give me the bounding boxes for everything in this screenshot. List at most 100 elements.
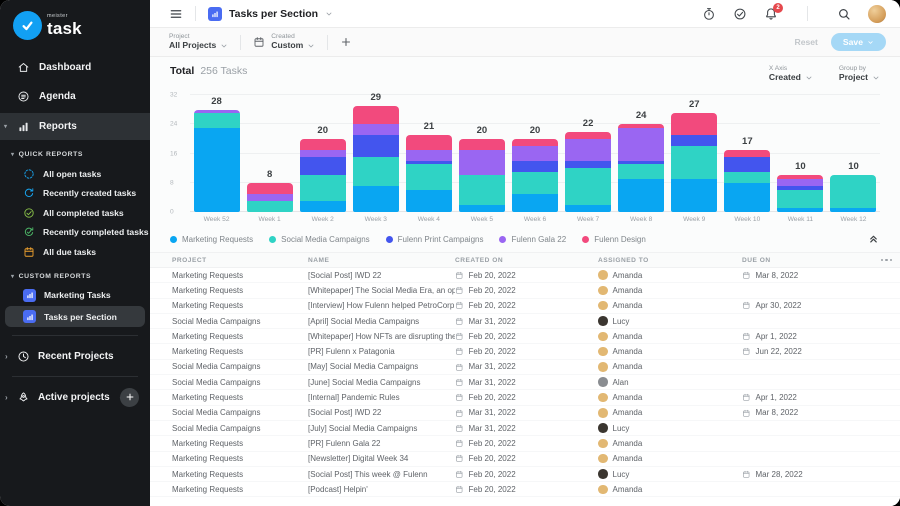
table-row[interactable]: Social Media Campaigns [June] Social Medi… [150,375,900,391]
my-tasks-button[interactable] [733,7,747,21]
table-row[interactable]: Marketing Requests [Social Post] This wee… [150,467,900,483]
bar-segment-fulenn-print-campaigns[interactable] [618,160,665,165]
bar-segment-fulenn-gala-22[interactable] [458,149,505,176]
bar-segment-fulenn-print-campaigns[interactable] [299,157,346,176]
table-row[interactable]: Marketing Requests [Podcast] Helpin' Feb 2… [150,482,900,498]
table-row[interactable]: Marketing Requests [Newsletter] Digital W… [150,452,900,467]
sidebar-item-dashboard[interactable]: Dashboard [0,55,150,80]
sidebar-item-all-due-tasks[interactable]: All due tasks [0,242,150,262]
column-header-assigned-to[interactable]: ASSIGNED TO [598,256,649,264]
bar-segment-fulenn-design[interactable] [299,138,346,150]
bar-segment-fulenn-design[interactable] [512,138,558,147]
sidebar-item-agenda[interactable]: Agenda [0,84,150,109]
report-title-dropdown[interactable]: Tasks per Section [208,6,333,21]
legend-item-fulenn-design[interactable]: Fulenn Design [582,235,646,244]
bar-segment-social-media-campaigns[interactable] [671,146,718,180]
table-row[interactable]: Marketing Requests [Interview] How Fulenn… [150,299,900,314]
bar-segment-marketing-requests[interactable] [405,190,452,212]
bar-week-9[interactable] [671,113,718,212]
bar-segment-fulenn-print-campaigns[interactable] [405,160,452,165]
sidebar-item-marketing-tasks[interactable]: Marketing Tasks [0,286,150,306]
bar-segment-marketing-requests[interactable] [618,179,665,212]
created-filter-dropdown[interactable]: Created Custom [253,33,315,50]
bar-segment-social-media-campaigns[interactable] [618,164,665,180]
sidebar-item-recently-completed-tasks[interactable]: Recently completed tasks [0,223,150,243]
table-row[interactable]: Social Media Campaigns [May] Social Media… [150,360,900,376]
bar-segment-fulenn-gala-22[interactable] [565,138,612,161]
bar-segment-fulenn-gala-22[interactable] [193,109,240,114]
bar-segment-social-media-campaigns[interactable] [405,164,452,191]
bar-week-1[interactable] [246,182,293,212]
bar-segment-fulenn-design[interactable] [565,131,612,139]
reset-button[interactable]: Reset [794,37,818,47]
bar-segment-fulenn-design[interactable] [405,135,452,150]
legend-item-social-media-campaigns[interactable]: Social Media Campaigns [269,235,370,244]
bar-week-6[interactable] [512,138,558,212]
bar-segment-social-media-campaigns[interactable] [352,157,399,187]
table-row[interactable]: Social Media Campaigns [Social Post] IWD … [150,406,900,421]
project-filter-dropdown[interactable]: Project All Projects [169,33,228,50]
bar-segment-fulenn-print-campaigns[interactable] [352,135,399,158]
bar-segment-fulenn-gala-22[interactable] [405,149,452,161]
bar-segment-fulenn-gala-22[interactable] [299,149,346,158]
bar-segment-marketing-requests[interactable] [512,193,558,212]
bar-segment-social-media-campaigns[interactable] [830,175,877,209]
add-filter-button[interactable] [340,36,352,48]
bar-week-2[interactable] [299,138,346,212]
custom-reports-header[interactable]: ▾ CUSTOM REPORTS [0,273,150,280]
bar-segment-fulenn-print-campaigns[interactable] [724,157,771,172]
add-project-button[interactable] [120,387,139,407]
bar-segment-fulenn-gala-22[interactable] [246,193,293,202]
legend-item-fulenn-gala-22[interactable]: Fulenn Gala 22 [499,235,566,244]
column-header-project[interactable]: PROJECT [172,256,207,264]
x-axis-dropdown[interactable]: X Axis Created [769,65,813,82]
table-row[interactable]: Marketing Requests [PR] Fulenn x Patagoni… [150,344,900,360]
column-header-name[interactable]: NAME [308,256,330,264]
sidebar-item-tasks-per-section[interactable]: Tasks per Section [5,306,145,327]
legend-item-marketing-requests[interactable]: Marketing Requests [170,235,253,244]
hamburger-menu-button[interactable] [169,7,183,21]
bar-segment-social-media-campaigns[interactable] [724,171,771,183]
bar-segment-marketing-requests[interactable] [352,186,399,212]
bar-segment-social-media-campaigns[interactable] [458,175,505,205]
bar-segment-fulenn-design[interactable] [246,182,293,194]
sidebar-item-recently-created-tasks[interactable]: Recently created tasks [0,184,150,204]
bar-segment-social-media-campaigns[interactable] [512,171,558,194]
table-row[interactable]: Social Media Campaigns [April] Social Med… [150,314,900,330]
user-avatar[interactable] [868,4,886,23]
app-logo[interactable]: meister task [0,9,150,42]
collapse-chart-button[interactable] [867,233,880,246]
bar-segment-fulenn-design[interactable] [671,113,718,136]
bar-segment-marketing-requests[interactable] [458,204,505,212]
bar-segment-fulenn-print-campaigns[interactable] [777,186,824,191]
bar-segment-marketing-requests[interactable] [565,204,612,212]
sidebar-item-all-open-tasks[interactable]: All open tasks [0,164,150,184]
bar-segment-fulenn-design[interactable] [618,124,665,128]
notifications-button[interactable]: 2 [764,2,783,21]
bar-segment-marketing-requests[interactable] [830,208,877,212]
bar-segment-fulenn-design[interactable] [724,149,771,158]
table-options-button[interactable] [880,258,892,262]
column-header-created-on[interactable]: CREATED ON [455,256,504,264]
bar-week-3[interactable] [352,105,399,212]
bar-week-11[interactable] [777,175,824,212]
table-row[interactable]: Marketing Requests [Whitepaper] How NFTs … [150,329,900,345]
bar-segment-fulenn-design[interactable] [352,105,399,125]
save-button[interactable]: Save [830,33,886,51]
bar-week-5[interactable] [458,138,505,212]
bar-segment-social-media-campaigns[interactable] [246,201,293,212]
bar-segment-fulenn-print-campaigns[interactable] [565,160,612,169]
bar-week-10[interactable] [724,149,771,212]
bar-week-4[interactable] [405,135,452,212]
bar-segment-fulenn-print-campaigns[interactable] [512,160,558,172]
bar-segment-marketing-requests[interactable] [193,127,240,212]
table-row[interactable]: Marketing Requests [Social Post] IWD 22 Fe… [150,268,900,284]
bar-week-52[interactable] [193,109,240,212]
time-tracking-button[interactable] [702,7,716,21]
bar-segment-fulenn-gala-22[interactable] [512,146,558,161]
table-row[interactable]: Marketing Requests [PR] Fulenn Gala 22 Feb… [150,436,900,452]
bar-segment-marketing-requests[interactable] [299,201,346,212]
table-row[interactable]: Social Media Campaigns [July] Social Medi… [150,421,900,437]
bar-segment-social-media-campaigns[interactable] [777,190,824,209]
bar-segment-marketing-requests[interactable] [671,179,718,212]
